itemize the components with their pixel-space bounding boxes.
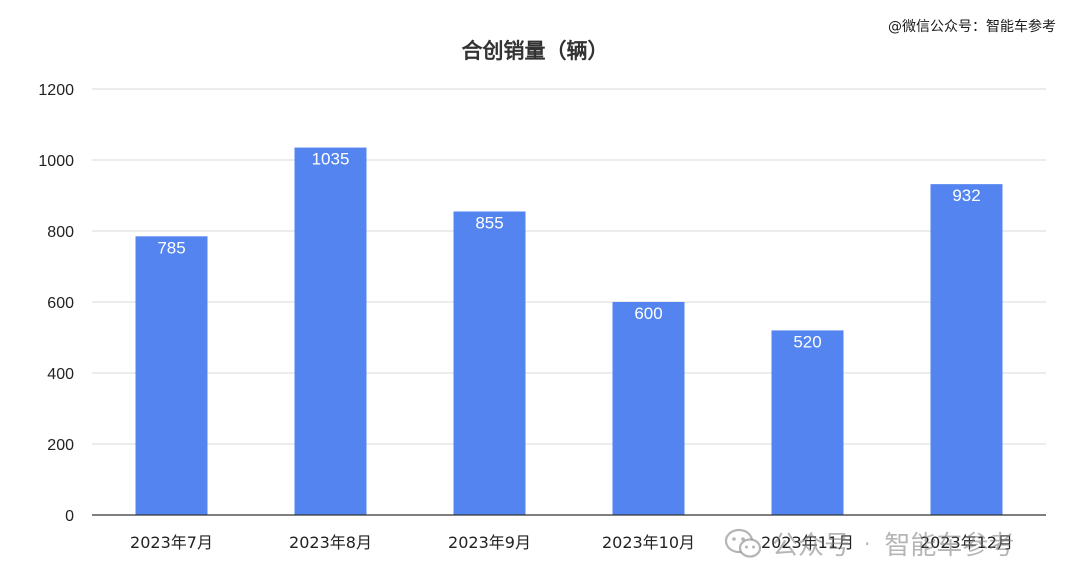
x-tick-label: 2023年12月 [920,533,1013,552]
watermark-account-name: 智能车参考 [884,531,1015,561]
bar [135,236,208,515]
x-tick-label: 2023年9月 [448,533,531,552]
data-labels: 785 1035 855 600 520 932 [157,150,980,352]
data-label: 855 [475,213,503,232]
y-axis-ticks: 0 200 400 600 800 1000 1200 [38,82,74,525]
watermark-account-label: 公众号 [772,531,851,561]
data-label: 932 [952,186,980,205]
chart-title: 合创销量（辆） [462,39,609,63]
watermark-separator: · [864,531,871,556]
y-tick-label: 1200 [38,82,74,99]
y-tick-label: 0 [65,508,74,525]
bar [771,330,844,515]
bar [612,302,685,515]
y-tick-label: 200 [47,437,74,454]
bar [930,184,1003,515]
watermark-top: @微信公众号：智能车参考 [888,19,1056,35]
x-tick-label: 2023年10月 [602,533,695,552]
x-tick-label: 2023年7月 [130,533,213,552]
x-tick-label: 2023年8月 [289,533,372,552]
data-label: 1035 [312,150,350,169]
gridlines [92,88,1046,445]
y-tick-label: 800 [47,224,74,241]
y-tick-label: 400 [47,366,74,383]
data-label: 600 [634,304,662,323]
x-tick-label: 2023年11月 [761,533,854,552]
bar [453,211,526,515]
y-tick-label: 1000 [38,153,74,170]
x-axis-ticks: 2023年7月 2023年8月 2023年9月 2023年10月 2023年11月 202… [130,533,1013,552]
wechat-icon [724,528,762,558]
y-tick-label: 600 [47,295,74,312]
data-label: 785 [157,238,185,257]
bars [135,147,1003,515]
data-label: 520 [793,332,821,351]
bar [294,147,367,515]
watermark-bottom: 公众号 · 智能车参考 [724,525,1014,562]
